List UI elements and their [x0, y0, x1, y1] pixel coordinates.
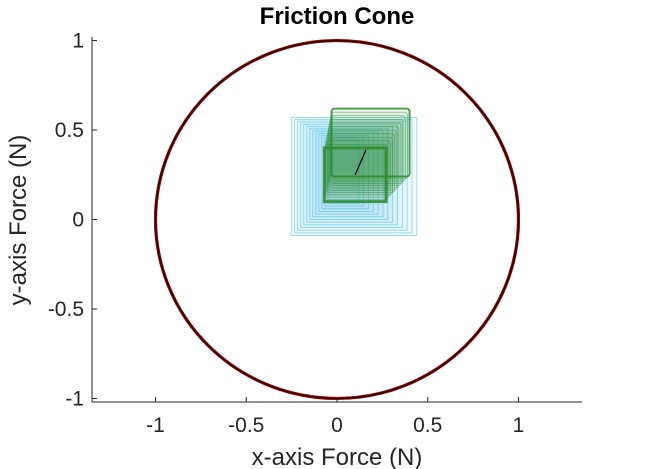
- force-vector: [354, 149, 367, 176]
- x-tick-label: 1: [513, 414, 525, 437]
- x-ticks: -1 -0.5 0 0.5 1: [146, 397, 524, 437]
- blue-square: [309, 127, 389, 220]
- x-axis-label: x-axis Force (N): [252, 444, 423, 469]
- y-tick-label: 1: [72, 30, 84, 53]
- y-axis-label: y-axis Force (N): [5, 135, 32, 306]
- green-box-layer: [328, 122, 402, 187]
- x-tick-label: 0.5: [413, 414, 442, 437]
- y-ticks: -1 -0.5 0 0.5 1: [48, 30, 97, 410]
- y-tick-label: -0.5: [48, 298, 84, 321]
- green-box-front-face: [322, 146, 388, 204]
- y-tick-label: -1: [65, 387, 84, 410]
- plot-area: [153, 38, 521, 401]
- x-tick-label: -0.5: [228, 414, 264, 437]
- x-tick-label: 0: [331, 414, 343, 437]
- green-box-back-face: [330, 107, 411, 178]
- green-box-layer: [327, 126, 400, 189]
- y-tick-label: 0: [72, 209, 84, 232]
- y-tick-label: 0.5: [55, 119, 84, 142]
- chart-title: Friction Cone: [260, 3, 415, 30]
- x-tick-label: -1: [146, 414, 165, 437]
- blue-square: [303, 124, 398, 226]
